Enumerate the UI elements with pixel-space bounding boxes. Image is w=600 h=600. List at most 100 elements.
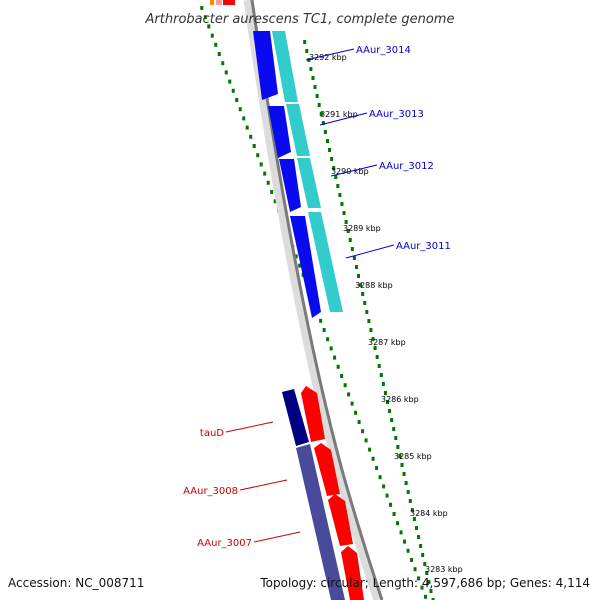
tick-label: 3285 kbp [394,452,432,461]
inner-track-dash [350,247,354,251]
inner-track-dash [346,229,350,233]
outer-track-dash [298,263,302,268]
outer-track-dash [382,484,386,489]
inner-track-dash [379,373,383,377]
outer-track-dash [322,328,326,332]
backbone-line [243,0,383,600]
tick-label: 3292 kbp [309,53,347,62]
inner-track-dash [365,310,369,314]
inner-track-dash [344,220,348,224]
inner-track-dash [412,517,416,521]
accession-text: Accession: NC_008711 [8,576,144,590]
inner-track-dash [429,589,433,593]
outer-track-dash [368,447,372,452]
inner-track-dash [398,454,402,458]
inner-track-dash [334,175,338,179]
outer-track-dash [326,337,330,342]
inner-track-dash [325,139,329,143]
outer-track-dash [294,254,298,259]
inner-track-dash [357,274,361,278]
outer-track-dash [417,576,421,581]
outer-track-dash [200,6,204,10]
reverse-gene-arrow [253,31,278,100]
outer-track-dash [210,33,214,38]
outer-track-dash [406,548,410,553]
inner-track-dash [348,238,352,242]
inner-track-dash [373,346,377,350]
inner-track-dash [330,157,334,161]
inner-track-dash [408,499,412,503]
tick-label: 3291 kbp [320,110,358,119]
reverse-gene-arrow [268,106,291,158]
reverse-cds-block [308,212,343,312]
inner-dashed-track [303,40,435,600]
outer-track-dash [413,567,417,572]
outer-track-dash [217,52,221,56]
outer-track-dash [340,374,344,378]
inner-track-dash [315,94,319,98]
inner-track-dash [375,355,379,359]
inner-track-dash [311,76,315,80]
outer-track-dash [231,88,235,93]
forward-gene-arrow [341,546,364,600]
inner-track-dash [323,130,327,134]
outer-track-dash [319,318,323,323]
inner-track-dash [388,409,392,413]
outer-track-dash [392,512,396,516]
inner-track-dash [394,436,398,440]
inner-track-dash [410,508,414,512]
inner-track-dash [377,364,381,368]
reverse-cds-block [286,104,310,156]
inner-track-dash [419,544,423,548]
inner-track-dash [359,283,363,287]
tick-label: 3283 kbp [425,565,463,574]
gene-leader-line [305,48,355,61]
outer-track-dash [357,420,361,424]
inner-track-dash [367,319,371,323]
inner-track-dash [342,211,346,215]
inner-track-dash [317,103,321,107]
inner-track-dash [392,427,396,431]
gene-label-right: AAur_3013 [369,109,424,120]
gene-label-left: AAur_3008 [183,486,238,497]
outer-track-dash [245,125,249,130]
inner-track-dash [421,553,425,557]
gene-labels: AAur_3014 AAur_3013 AAur_3012 AAur_3011 tauD… [183,45,451,549]
backbone-line-dark [250,0,384,600]
outer-track-dash [336,364,340,369]
top-marker-orange [210,0,214,5]
gene-label-right: AAur_3012 [379,161,434,172]
gene-label-right: AAur_3014 [356,45,411,56]
inner-track-dash [303,40,307,44]
tick-label: 3286 kbp [381,395,419,404]
tick-label: 3284 kbp [410,509,448,518]
inner-track-dash [307,58,311,62]
forward-cds-block [296,444,345,600]
inner-track-dash [369,328,373,332]
inner-track-dash [431,598,435,600]
map-title: Arthrobacter aurescens TC1, complete gen… [145,12,455,27]
inner-track-dash [319,112,323,116]
outer-track-dash [228,79,232,84]
gene-label-right: AAur_3011 [396,241,451,252]
forward-gene-arrow [328,494,353,546]
tick-label: 3288 kbp [355,281,393,290]
outer-track-dash [224,70,228,75]
inner-track-dash [404,481,408,485]
outer-track-dash [364,438,368,443]
inner-track-dash [390,418,394,422]
outer-track-dash [242,116,246,121]
gene-leader-line [253,531,301,543]
inner-track-dash [352,256,356,260]
outer-track-dash [343,383,347,388]
inner-track-dash [371,337,375,341]
outer-track-dash [389,502,393,507]
inner-track-dash [332,166,336,170]
outer-track-dash [252,144,256,148]
gene-label-left: tauD [200,428,224,439]
inner-track-dash [414,526,418,530]
gene-leader-line [239,479,288,491]
outer-track-dash [354,410,358,415]
outer-track-dash [249,134,253,139]
